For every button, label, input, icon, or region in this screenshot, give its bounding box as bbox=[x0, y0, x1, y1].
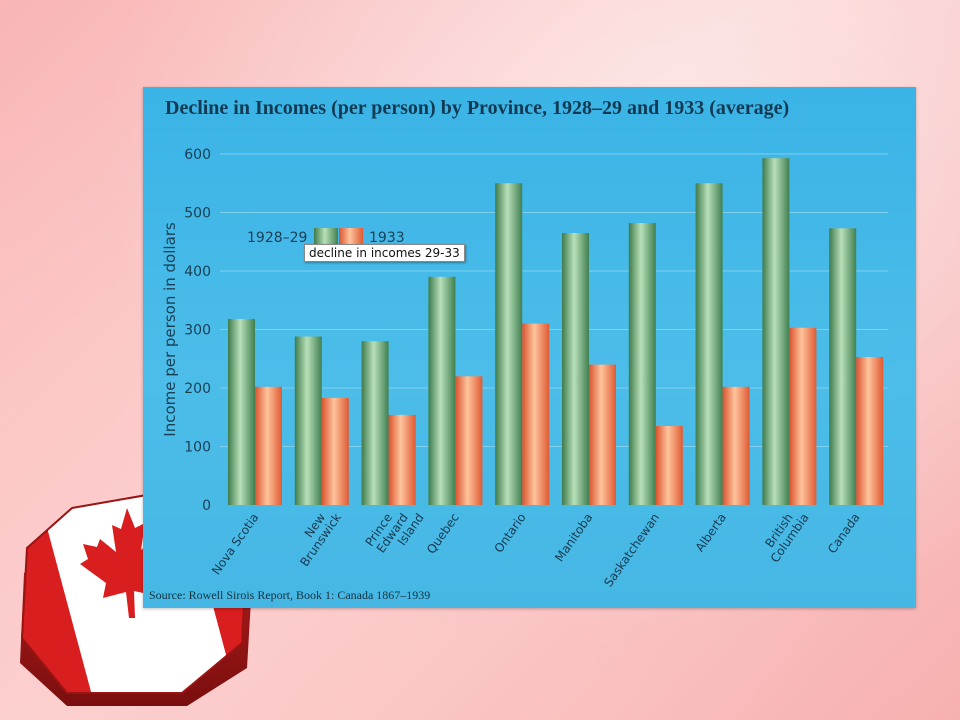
bar-series2 bbox=[455, 376, 483, 505]
x-tick-label: PrinceEdwardIsland bbox=[362, 496, 426, 564]
y-tick-label: 400 bbox=[184, 264, 211, 280]
legend-swatch-series1 bbox=[314, 228, 338, 244]
chart-panel: Decline in Incomes (per person) by Provi… bbox=[143, 87, 916, 608]
bar-series1 bbox=[829, 228, 857, 506]
bar-series2 bbox=[255, 386, 282, 505]
x-tick-label: Manitoba bbox=[552, 511, 595, 565]
bar-series1 bbox=[228, 318, 255, 505]
bar-series1 bbox=[762, 158, 790, 505]
chart-title: Decline in Incomes (per person) by Provi… bbox=[165, 97, 790, 119]
bar-series1 bbox=[294, 336, 322, 505]
bar-series2 bbox=[789, 327, 817, 505]
bar-series2 bbox=[522, 323, 550, 505]
x-tick-label: Ontario bbox=[492, 511, 529, 556]
bar-series1 bbox=[361, 341, 389, 505]
bar-series2 bbox=[589, 364, 616, 505]
x-tick-label: Alberta bbox=[693, 511, 729, 555]
legend-label-series2: 1933 bbox=[369, 230, 405, 246]
legend-label-series1: 1928–29 bbox=[247, 230, 307, 246]
bar-series1 bbox=[695, 183, 723, 505]
x-tick-label: Nova Scotia bbox=[209, 511, 262, 578]
bar-series1 bbox=[562, 232, 589, 505]
x-tick-label: Canada bbox=[825, 511, 863, 556]
bar-series1 bbox=[628, 223, 656, 505]
y-tick-label: 500 bbox=[184, 206, 211, 222]
y-tick-label: 100 bbox=[184, 440, 211, 456]
x-tick-label: Saskatchewan bbox=[601, 511, 662, 590]
legend-swatch-series2 bbox=[339, 228, 363, 244]
x-tick-label: NewBrunswick bbox=[287, 503, 344, 569]
y-axis-label: Income per person in dollars bbox=[161, 222, 179, 437]
bar-series1 bbox=[428, 276, 456, 505]
bar-series2 bbox=[388, 414, 416, 505]
bar-series2 bbox=[655, 426, 683, 505]
bar-chart: 0 100 200 300 400 500 600 Income per person in … bbox=[161, 147, 888, 590]
bar-series2 bbox=[722, 386, 750, 505]
x-tick-label: BritishColumbia bbox=[757, 503, 812, 565]
bar-series1 bbox=[495, 183, 523, 505]
bar-series2 bbox=[856, 356, 884, 505]
y-tick-label: 0 bbox=[202, 498, 211, 514]
y-tick-label: 600 bbox=[184, 147, 211, 163]
tooltip: decline in incomes 29-33 bbox=[304, 244, 465, 262]
y-tick-label: 300 bbox=[184, 323, 211, 339]
chart-source: Source: Rowell Sirois Report, Book 1: Ca… bbox=[149, 588, 431, 602]
y-tick-label: 200 bbox=[184, 381, 211, 397]
bar-series2 bbox=[321, 397, 349, 505]
x-tick-label: Quebec bbox=[424, 511, 462, 557]
